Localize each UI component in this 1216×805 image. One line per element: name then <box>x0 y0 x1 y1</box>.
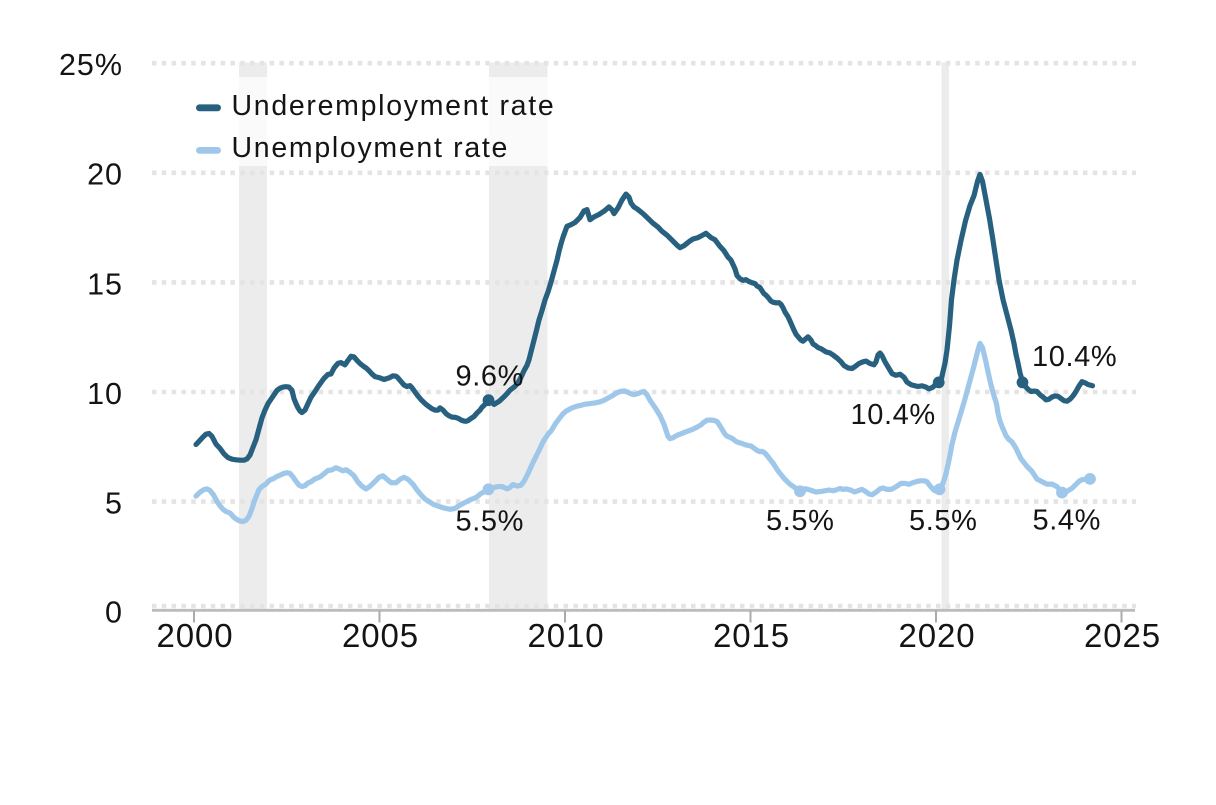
svg-text:Unemployment rate: Unemployment rate <box>232 132 510 164</box>
svg-text:2015: 2015 <box>713 617 790 654</box>
svg-text:10: 10 <box>87 377 123 411</box>
svg-text:10.4%: 10.4% <box>1032 341 1117 373</box>
svg-text:9.6%: 9.6% <box>456 361 525 393</box>
svg-text:10.4%: 10.4% <box>851 399 936 431</box>
svg-text:15: 15 <box>87 267 123 301</box>
svg-text:5: 5 <box>105 487 123 521</box>
svg-text:2025: 2025 <box>1084 617 1161 654</box>
svg-text:5.4%: 5.4% <box>1033 505 1102 537</box>
svg-text:0: 0 <box>105 595 123 629</box>
svg-text:2005: 2005 <box>342 617 419 654</box>
svg-text:2010: 2010 <box>527 617 604 654</box>
svg-text:5.5%: 5.5% <box>456 506 525 538</box>
svg-text:2000: 2000 <box>156 617 233 654</box>
svg-text:25%: 25% <box>59 48 123 82</box>
svg-text:2020: 2020 <box>898 617 975 654</box>
svg-text:Underemployment rate: Underemployment rate <box>232 90 556 122</box>
svg-text:5.5%: 5.5% <box>909 505 978 537</box>
svg-text:20: 20 <box>87 158 123 192</box>
svg-text:5.5%: 5.5% <box>766 505 835 537</box>
